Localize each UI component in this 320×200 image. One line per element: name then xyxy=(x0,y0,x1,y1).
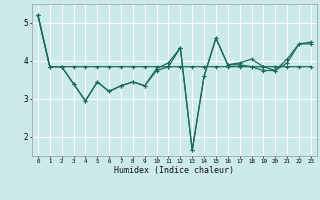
X-axis label: Humidex (Indice chaleur): Humidex (Indice chaleur) xyxy=(115,166,234,175)
